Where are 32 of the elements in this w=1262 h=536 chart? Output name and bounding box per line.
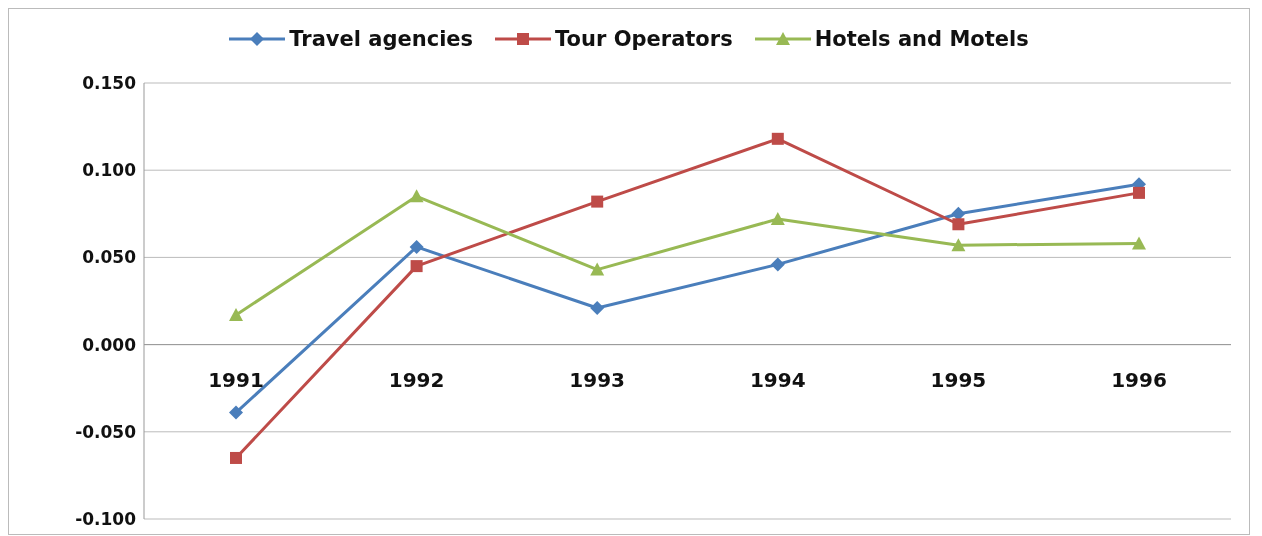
point [591,195,604,208]
x-tick-label: 1992 [388,367,445,392]
point [952,218,965,231]
point [951,206,966,221]
x-tick-label: 1996 [1111,367,1167,392]
x-tick-label: 1991 [208,367,264,392]
y-tick-label: 0.000 [82,334,137,355]
point [770,257,785,272]
point [409,239,424,254]
y-tick-label: 0.150 [82,73,137,94]
y-tick-label: -0.100 [75,509,137,530]
legend-label: Travel agencies [289,27,474,51]
point [951,238,966,252]
y-tick-label: 0.050 [82,247,137,268]
point [229,405,243,420]
point [409,189,424,203]
x-tick-label: 1994 [749,367,806,392]
legend-label: Tour Operators [555,27,733,51]
y-tick-label: 0.100 [82,160,137,181]
point [1133,186,1145,199]
legend-label: Hotels and Motels [814,27,1029,51]
point [771,132,784,145]
point [770,212,785,226]
x-tick-label: 1993 [569,367,626,392]
point [230,451,242,464]
y-tick-label: -0.050 [75,421,137,442]
point [590,262,605,276]
x-tick-label: 1995 [930,367,987,392]
point [410,260,423,273]
point [1132,236,1146,250]
point [229,307,243,321]
point [590,300,605,315]
